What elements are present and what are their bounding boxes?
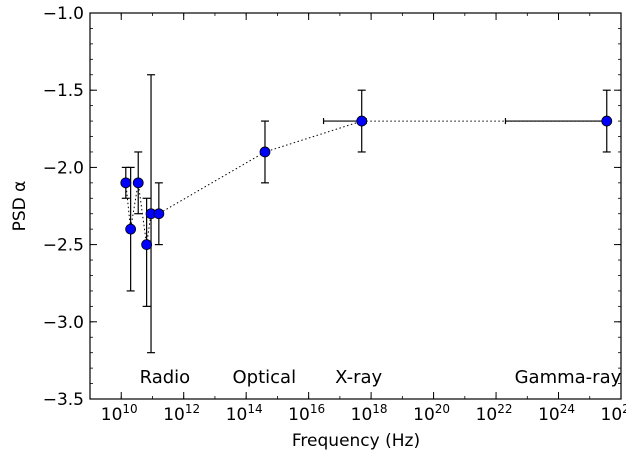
region-label-x-ray: X-ray bbox=[335, 367, 382, 388]
data-point bbox=[132, 177, 144, 189]
y-tick-label: −3.5 bbox=[43, 390, 84, 410]
x-tick-label: 1010 bbox=[101, 402, 138, 425]
x-tick-label: 1020 bbox=[413, 402, 450, 425]
data-layer bbox=[120, 74, 613, 354]
x-tick-label: 1014 bbox=[226, 402, 263, 425]
x-tick-label: 1016 bbox=[288, 402, 325, 425]
x-tick-label: 1026 bbox=[601, 402, 626, 425]
y-tick-label: −1.0 bbox=[43, 4, 84, 24]
x-tick-label: 1022 bbox=[476, 402, 513, 425]
region-label-gamma-ray: Gamma-ray bbox=[515, 367, 622, 388]
plot-frame bbox=[89, 12, 622, 400]
x-tick-label: 1018 bbox=[351, 402, 388, 425]
x-tick-label: 1012 bbox=[163, 402, 200, 425]
y-axis-label: PSD α bbox=[10, 181, 30, 232]
region-label-optical: Optical bbox=[232, 367, 296, 388]
data-point bbox=[356, 115, 368, 127]
x-axis-label: Frequency (Hz) bbox=[292, 431, 420, 451]
data-point bbox=[141, 239, 153, 251]
y-tick-label: −2.0 bbox=[43, 158, 84, 178]
y-tick-label: −1.5 bbox=[43, 81, 84, 101]
data-point bbox=[153, 208, 165, 220]
x-tick-label: 1024 bbox=[538, 402, 575, 425]
connecting-line bbox=[125, 120, 607, 245]
data-point bbox=[259, 146, 271, 158]
region-label-radio: Radio bbox=[140, 367, 191, 388]
data-point bbox=[125, 223, 137, 235]
ticks-layer: −1.0 −1.5 −2.0 −2.5 −3.0 −3.5 1010 1012 1014 1016… bbox=[43, 4, 626, 425]
y-tick-label: −2.5 bbox=[43, 236, 84, 256]
y-tick-label: −3.0 bbox=[43, 313, 84, 333]
data-point bbox=[601, 115, 613, 127]
annotation-layer: Radio Optical X-ray Gamma-ray bbox=[140, 367, 622, 388]
data-point bbox=[120, 177, 132, 189]
